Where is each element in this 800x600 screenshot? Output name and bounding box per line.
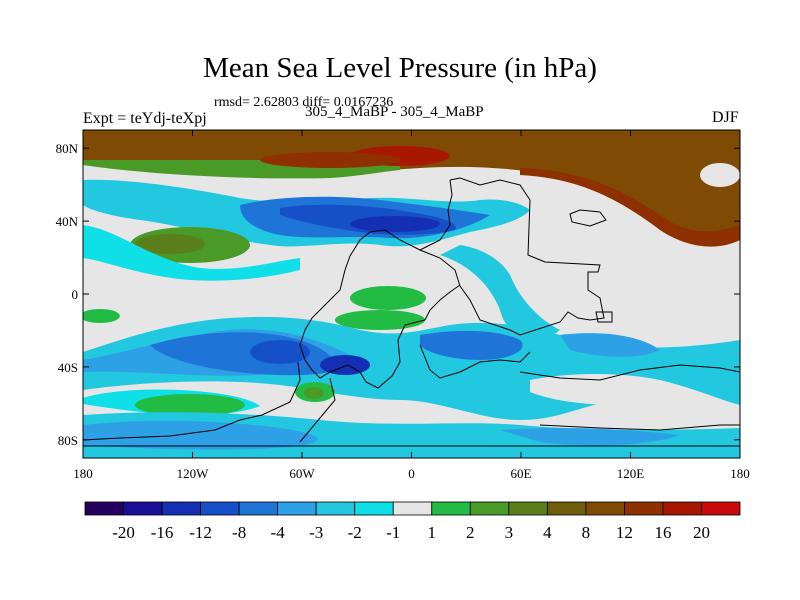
coastlines [83, 177, 740, 447]
colorbar-swatch [200, 501, 240, 516]
colorbar-label: 4 [543, 523, 552, 542]
colorbar-label: -8 [232, 523, 246, 542]
colorbar-label: -2 [348, 523, 362, 542]
colorbar-swatch [238, 501, 279, 516]
colorbar-swatch [123, 501, 163, 516]
x-tick-label: 0 [408, 466, 415, 481]
colorbar-swatch [469, 501, 510, 516]
colorbar-swatch [585, 501, 625, 516]
y-tick-label: 0 [72, 287, 79, 302]
y-tick-label: 40N [56, 214, 79, 229]
colorbar-label: -1 [386, 523, 400, 542]
colorbar-label: -16 [151, 523, 174, 542]
colorbar-label: -3 [309, 523, 323, 542]
colorbar-label: 20 [693, 523, 710, 542]
colorbar-swatch [662, 501, 702, 516]
colorbar-label: -4 [271, 523, 286, 542]
x-tick-label: 120E [617, 466, 645, 481]
x-tick-label: 180 [73, 466, 93, 481]
colorbar-label: -12 [189, 523, 212, 542]
colorbar-swatch [431, 501, 471, 516]
colorbar-swatch [161, 501, 201, 516]
map-axes: 180 120W 60W 0 60E 120E 180 80N 40N 0 40S 80S [56, 130, 750, 481]
x-tick-label: 60W [289, 466, 315, 481]
colorbar-swatch [315, 501, 356, 516]
colorbar-label: -20 [112, 523, 135, 542]
colorbar-swatch [277, 501, 317, 516]
colorbar-label: 12 [616, 523, 633, 542]
x-tick-label: 60E [511, 466, 532, 481]
y-tick-label: 80S [58, 433, 78, 448]
colorbar-swatch [701, 501, 741, 516]
colorbar-swatch [354, 501, 394, 516]
colorbar-swatch [508, 501, 548, 516]
colorbar-label: 16 [654, 523, 671, 542]
run-comparison-label: 305_4_MaBP - 305_4_MaBP [305, 104, 484, 120]
colorbar-label: 3 [505, 523, 514, 542]
experiment-label: Expt = teYdj-teXpj [83, 110, 207, 127]
colorbar-label: 1 [428, 523, 437, 542]
y-tick-label: 80N [56, 141, 79, 156]
rmsd-diff-stats: rmsd= 2.62803 diff= 0.0167236 [214, 95, 394, 110]
colorbar-label: 2 [466, 523, 475, 542]
x-tick-label: 180 [730, 466, 750, 481]
page-title: Mean Sea Level Pressure (in hPa) [203, 52, 597, 84]
colorbar-swatch [84, 501, 124, 516]
colorbar-swatch [624, 501, 664, 516]
colorbar-swatch [546, 501, 587, 516]
season-label: DJF [712, 109, 739, 126]
colorbar-swatch [392, 501, 433, 516]
y-tick-label: 40S [58, 360, 78, 375]
colorbar-label: 8 [582, 523, 591, 542]
x-tick-label: 120W [177, 466, 210, 481]
